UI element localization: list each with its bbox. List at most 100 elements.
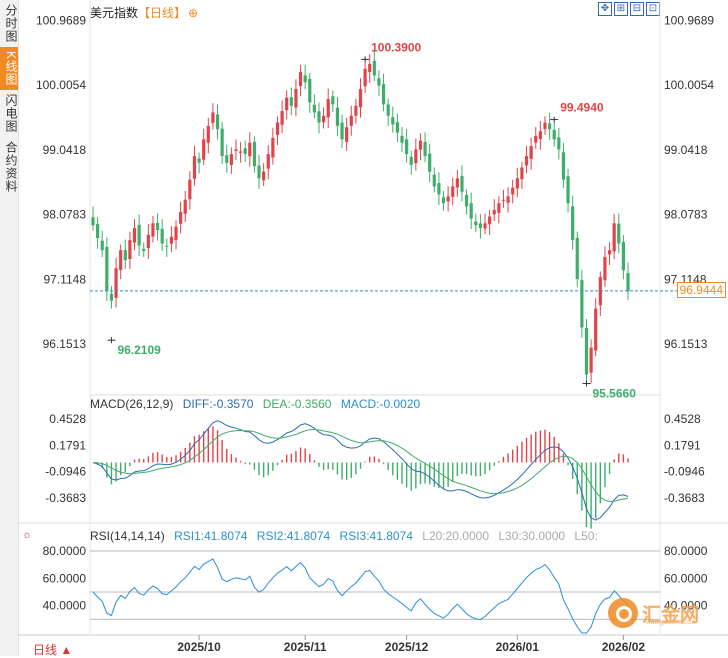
candle-body xyxy=(322,115,326,123)
candle-body xyxy=(142,248,146,251)
rsi-series xyxy=(92,558,629,634)
x-tick-label: 2025/12 xyxy=(385,640,429,654)
zoom-out-icon[interactable]: ⊟ xyxy=(630,2,644,16)
candle-body xyxy=(266,154,270,169)
candle-body xyxy=(345,127,349,142)
x-tick-label: 2025/10 xyxy=(177,640,221,654)
candle-body xyxy=(617,223,621,244)
candle-body xyxy=(363,68,367,87)
macd-legend: MACD(26,12,9) DIFF:-0.3570 DEA:-0.3560 M… xyxy=(90,397,426,411)
candle-body xyxy=(119,250,123,270)
candle-body xyxy=(409,156,413,165)
candle-body xyxy=(584,327,589,375)
candle-body xyxy=(492,209,496,215)
y-tick-label-right: 100.9689 xyxy=(664,13,714,27)
candle-body xyxy=(552,129,556,140)
candle-body xyxy=(179,211,183,224)
rsi-tick-label-right: 80.0000 xyxy=(664,544,708,558)
candle-body xyxy=(294,88,298,108)
candle-body xyxy=(391,117,395,125)
tab-contract-info[interactable]: 合约资料 xyxy=(4,141,18,194)
tab-timeshare[interactable]: 分时图 xyxy=(4,4,18,43)
macd-dea-line xyxy=(92,428,629,503)
candle-body xyxy=(520,167,524,180)
candle-body xyxy=(377,78,381,86)
rsi3-value: RSI3:41.8074 xyxy=(339,529,413,543)
candle-body xyxy=(497,203,501,213)
tab-lightning[interactable]: 闪电图 xyxy=(4,94,18,134)
period-label[interactable]: 【日线】 xyxy=(138,6,187,20)
y-tick-label-right: 96.1513 xyxy=(664,337,708,351)
candle-body xyxy=(243,148,247,155)
candle-body xyxy=(183,199,187,214)
watermark-url: www.gold678.com xyxy=(646,620,695,626)
macd-tick-label-right: -0.0946 xyxy=(664,465,705,479)
chart-header: 美元指数【日线】 ⊕ xyxy=(90,4,198,21)
chart-grid xyxy=(18,0,728,636)
candle-body xyxy=(446,196,450,202)
candle-body xyxy=(312,104,316,113)
candle-body xyxy=(538,131,542,140)
candle-body xyxy=(132,228,137,243)
macd-diff-line xyxy=(92,420,629,521)
candle-body xyxy=(529,146,533,160)
tab-kline[interactable]: K线图 xyxy=(0,47,18,91)
candle-body xyxy=(469,203,473,219)
macd-value: MACD:-0.0020 xyxy=(340,397,421,411)
candle-body xyxy=(400,135,404,143)
candle-body xyxy=(571,206,575,241)
macd-tick-label: 0.1791 xyxy=(49,438,86,452)
candle-body xyxy=(197,158,201,163)
candle-body xyxy=(206,125,210,143)
candle-body xyxy=(109,293,114,301)
candle-body xyxy=(418,140,423,150)
candle-body xyxy=(160,228,164,244)
candle-body xyxy=(151,223,155,237)
candle-body xyxy=(547,123,552,130)
y-tick-label: 100.9689 xyxy=(36,13,86,27)
candle-body xyxy=(257,165,261,179)
watermark-text: 汇金网 xyxy=(642,604,700,626)
candle-body xyxy=(506,196,510,203)
macd-tick-label-right: -0.3683 xyxy=(664,491,705,505)
candle-body xyxy=(128,240,132,260)
candle-body xyxy=(612,223,616,252)
candle-body xyxy=(534,135,538,143)
candle-body xyxy=(289,97,293,106)
candle-body xyxy=(331,96,335,105)
rsi-legend: RSI(14,14,14) RSI1:41.8074 RSI2:41.8074 … xyxy=(90,529,604,543)
macd-series xyxy=(92,420,629,529)
y-tick-label: 99.0418 xyxy=(43,143,87,157)
extreme-label: 99.4940 xyxy=(560,101,604,115)
candle-body xyxy=(386,104,390,116)
candle-body xyxy=(451,186,455,197)
candle-body xyxy=(349,115,353,126)
candle-body xyxy=(169,236,174,244)
watermark: 汇金网 www.gold678.com xyxy=(608,598,699,628)
candle-body xyxy=(91,217,95,226)
rsi-tick-label: 80.0000 xyxy=(43,544,87,558)
add-icon[interactable]: ⊕ xyxy=(188,6,199,20)
candle-body xyxy=(188,179,192,200)
candle-body xyxy=(395,121,399,133)
candle-body xyxy=(146,234,150,249)
period-button[interactable]: 日线 ▲ xyxy=(33,643,73,657)
candle-body xyxy=(308,79,312,103)
candle-body xyxy=(262,171,266,181)
settings-gear-icon[interactable]: ☼ xyxy=(22,529,33,541)
candle-body xyxy=(211,112,215,123)
candle-body xyxy=(100,240,104,251)
candle-body xyxy=(428,153,432,172)
expand-icon[interactable]: ✥ xyxy=(598,2,612,16)
candle-body xyxy=(566,176,570,204)
watermark-logo-icon xyxy=(608,598,638,628)
candle-body xyxy=(123,250,127,261)
candle-body xyxy=(437,183,441,195)
x-tick-label: 2026/01 xyxy=(496,640,540,654)
candle-body xyxy=(483,223,487,229)
l30-value: L30:30.0000 xyxy=(498,529,566,543)
candle-body xyxy=(603,256,607,281)
candle-body xyxy=(358,88,363,108)
zoom-in-icon[interactable]: ⊞ xyxy=(614,2,628,16)
